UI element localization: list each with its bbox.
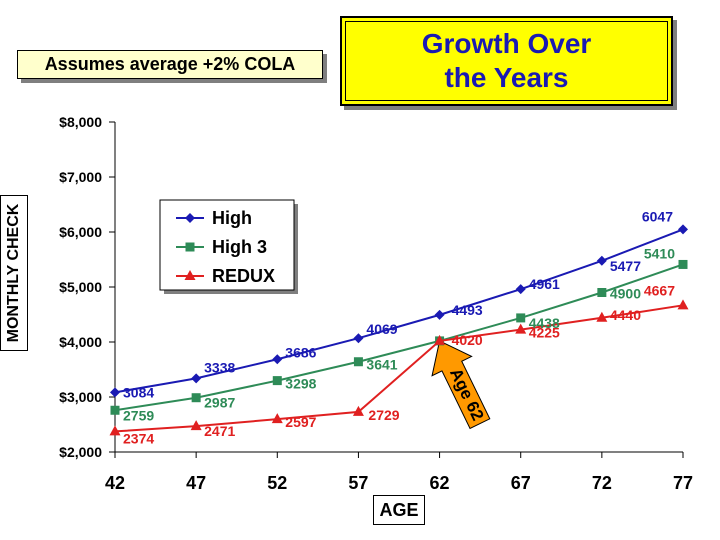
series-line-redux	[114, 304, 684, 433]
x-tick-label: 77	[673, 473, 693, 493]
data-point-high-3	[110, 405, 120, 415]
data-label-high: 6047	[642, 208, 673, 224]
y-tick-label: $7,000	[59, 169, 102, 185]
x-tick-label: 62	[430, 473, 450, 493]
y-tick-label: $2,000	[59, 444, 102, 460]
data-point-high-3	[516, 313, 526, 323]
data-label-high: 4961	[529, 276, 560, 292]
data-point-high	[110, 387, 120, 398]
data-label-high-3: 2759	[123, 407, 154, 423]
data-label-redux: 2471	[204, 423, 235, 439]
data-point-high	[515, 284, 526, 295]
y-tick-label: $6,000	[59, 224, 102, 240]
data-label-high: 3686	[285, 344, 316, 360]
data-label-redux: 4440	[610, 307, 641, 323]
legend-swatch-marker	[184, 270, 196, 280]
data-label-redux: 2729	[368, 407, 399, 423]
data-label-high-3: 5410	[644, 245, 675, 261]
data-point-redux	[677, 299, 689, 310]
data-point-redux	[271, 413, 283, 424]
data-point-high-3	[191, 393, 201, 403]
title-box: Growth Over the Years	[340, 16, 673, 106]
series-line-high	[114, 228, 684, 394]
y-tick-label: $5,000	[59, 279, 102, 295]
data-point-high-3	[353, 357, 363, 367]
data-point-high	[596, 255, 607, 266]
data-point-redux	[109, 425, 121, 436]
x-tick-label: 42	[105, 473, 125, 493]
x-tick-label: 72	[592, 473, 612, 493]
legend-swatch-marker	[185, 213, 195, 223]
data-point-high	[678, 224, 688, 235]
data-label-high-3: 3641	[366, 357, 397, 373]
legend-swatch-marker	[185, 242, 195, 252]
age-62-annotation: Age 62	[446, 365, 488, 423]
data-label-high: 4493	[452, 302, 483, 318]
data-label-high: 5477	[610, 258, 641, 274]
data-label-high-3: 3298	[285, 376, 316, 392]
data-label-redux: 4225	[529, 325, 560, 341]
age-62-arrow-shape	[431, 340, 491, 430]
y-tick-label: $4,000	[59, 334, 102, 350]
data-point-redux	[515, 323, 527, 334]
page-title: Growth Over the Years	[421, 28, 592, 93]
data-point-high-3	[597, 288, 607, 297]
data-label-redux: 4667	[644, 282, 675, 298]
legend-entry: High	[212, 208, 252, 228]
x-tick-label: 57	[348, 473, 368, 493]
data-label-redux: 2597	[285, 414, 316, 430]
data-label-high-3: 2987	[204, 395, 235, 411]
data-point-high	[191, 373, 202, 384]
data-point-redux	[596, 311, 608, 322]
legend-entry: High 3	[212, 237, 267, 257]
x-tick-label: 47	[186, 473, 206, 493]
data-label-high: 4069	[366, 321, 397, 337]
y-tick-label: $8,000	[59, 114, 102, 130]
y-axis-label-box: MONTHLY CHECK	[0, 195, 28, 351]
data-point-redux	[190, 420, 202, 431]
data-label-high: 3338	[204, 359, 235, 375]
data-point-high-3	[272, 376, 282, 386]
cola-assumption-box: Assumes average +2% COLA	[17, 50, 323, 79]
series-line-high-3	[114, 263, 684, 412]
data-point-high	[353, 333, 364, 344]
y-tick-label: $3,000	[59, 389, 102, 405]
data-label-high: 3084	[123, 384, 154, 400]
data-point-redux	[434, 334, 446, 345]
data-point-high	[434, 309, 445, 320]
data-point-high-3	[678, 259, 688, 269]
data-label-redux: 2374	[123, 430, 154, 446]
data-label-high-3: 4438	[529, 315, 560, 331]
x-axis-label-box: AGE	[373, 495, 425, 525]
legend-entry: REDUX	[212, 266, 275, 286]
x-tick-label: 52	[267, 473, 287, 493]
data-label-redux: 4020	[452, 332, 483, 348]
data-point-redux	[352, 405, 364, 416]
data-label-high-3: 4900	[610, 286, 641, 302]
data-point-high	[272, 354, 283, 365]
x-axis-label: AGE	[379, 499, 419, 520]
x-tick-label: 67	[511, 473, 531, 493]
